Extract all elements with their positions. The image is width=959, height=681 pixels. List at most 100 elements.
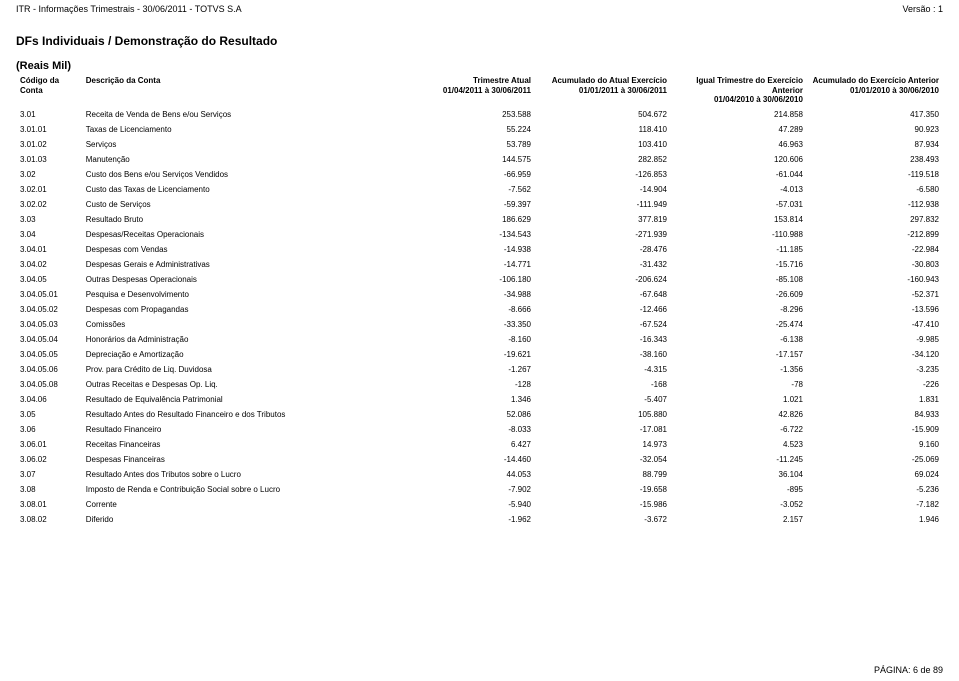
cell-desc: Comissões [82,317,399,332]
table-row: 3.04.06Resultado de Equivalência Patrimo… [16,392,943,407]
cell-v4: 297.832 [807,212,943,227]
cell-v3: -17.157 [671,347,807,362]
cell-v1: -34.988 [399,287,535,302]
subtitle: (Reais Mil) [0,52,959,74]
cell-v4: 1.946 [807,512,943,527]
cell-desc: Despesas com Vendas [82,242,399,257]
cell-v3: -6.722 [671,422,807,437]
cell-code: 3.04.05.03 [16,317,82,332]
cell-v3: -85.108 [671,272,807,287]
cell-v3: -78 [671,377,807,392]
header-left: ITR - Informações Trimestrais - 30/06/20… [16,4,242,14]
cell-v3: 47.289 [671,122,807,137]
cell-v2: -32.054 [535,452,671,467]
cell-v4: -13.596 [807,302,943,317]
cell-v2: 377.819 [535,212,671,227]
table-row: 3.08.01Corrente-5.940-15.986-3.052-7.182 [16,497,943,512]
cell-v4: -112.938 [807,197,943,212]
cell-v1: -8.666 [399,302,535,317]
cell-desc: Diferido [82,512,399,527]
col-header-2b: 01/01/2011 à 30/06/2011 [579,86,667,95]
table-row: 3.07Resultado Antes dos Tributos sobre o… [16,467,943,482]
col-header-code-text: Código da Conta [20,76,59,95]
cell-v3: -15.716 [671,257,807,272]
table-row: 3.05Resultado Antes do Resultado Finance… [16,407,943,422]
cell-desc: Depreciação e Amortização [82,347,399,362]
cell-code: 3.01.03 [16,152,82,167]
table-body: 3.01Receita de Venda de Bens e/ou Serviç… [16,107,943,527]
cell-v4: -47.410 [807,317,943,332]
results-table: Código da Conta Descrição da Conta Trime… [16,74,943,527]
cell-v4: -160.943 [807,272,943,287]
col-header-4a: Acumulado do Exercício Anterior [813,76,939,85]
table-row: 3.04.05.05Depreciação e Amortização-19.6… [16,347,943,362]
cell-code: 3.06.01 [16,437,82,452]
cell-v4: -34.120 [807,347,943,362]
col-header-2: Acumulado do Atual Exercício 01/01/2011 … [535,74,671,107]
cell-desc: Outras Receitas e Despesas Op. Liq. [82,377,399,392]
cell-v1: -5.940 [399,497,535,512]
cell-v1: 6.427 [399,437,535,452]
header-right: Versão : 1 [902,4,943,14]
cell-v2: -67.524 [535,317,671,332]
cell-code: 3.02 [16,167,82,182]
cell-desc: Receitas Financeiras [82,437,399,452]
cell-v3: -110.988 [671,227,807,242]
cell-code: 3.03 [16,212,82,227]
cell-v2: -31.432 [535,257,671,272]
cell-v2: -15.986 [535,497,671,512]
table-row: 3.04.01Despesas com Vendas-14.938-28.476… [16,242,943,257]
cell-v1: 44.053 [399,467,535,482]
page-footer: PÁGINA: 6 de 89 [874,665,943,675]
cell-v3: 153.814 [671,212,807,227]
cell-v1: -33.350 [399,317,535,332]
cell-v4: 238.493 [807,152,943,167]
cell-v3: -4.013 [671,182,807,197]
cell-v3: 214.858 [671,107,807,122]
cell-code: 3.04.02 [16,257,82,272]
col-header-3a: Igual Trimestre do Exercício Anterior [696,76,803,95]
cell-v2: -14.904 [535,182,671,197]
cell-v4: -5.236 [807,482,943,497]
cell-v2: -3.672 [535,512,671,527]
table-row: 3.06.02Despesas Financeiras-14.460-32.05… [16,452,943,467]
cell-desc: Serviços [82,137,399,152]
cell-desc: Honorários da Administração [82,332,399,347]
cell-desc: Taxas de Licenciamento [82,122,399,137]
cell-v2: -271.939 [535,227,671,242]
cell-v2: -126.853 [535,167,671,182]
cell-code: 3.04.06 [16,392,82,407]
cell-code: 3.06.02 [16,452,82,467]
cell-v4: 1.831 [807,392,943,407]
cell-desc: Custo das Taxas de Licenciamento [82,182,399,197]
cell-code: 3.01.02 [16,137,82,152]
cell-code: 3.07 [16,467,82,482]
cell-desc: Outras Despesas Operacionais [82,272,399,287]
table-row: 3.04.05.03Comissões-33.350-67.524-25.474… [16,317,943,332]
col-header-desc-text: Descrição da Conta [86,76,161,85]
cell-desc: Resultado de Equivalência Patrimonial [82,392,399,407]
table-row: 3.04.05.01Pesquisa e Desenvolvimento-34.… [16,287,943,302]
cell-v2: -19.658 [535,482,671,497]
cell-v1: -14.938 [399,242,535,257]
col-header-1b: 01/04/2011 à 30/06/2011 [443,86,531,95]
table-row: 3.02.02Custo de Serviços-59.397-111.949-… [16,197,943,212]
cell-v2: -168 [535,377,671,392]
cell-v1: 53.789 [399,137,535,152]
cell-desc: Resultado Antes dos Tributos sobre o Luc… [82,467,399,482]
cell-desc: Custo de Serviços [82,197,399,212]
cell-desc: Manutenção [82,152,399,167]
cell-v1: -1.267 [399,362,535,377]
cell-v1: -14.771 [399,257,535,272]
cell-v3: -11.185 [671,242,807,257]
cell-v1: 1.346 [399,392,535,407]
cell-v4: -30.803 [807,257,943,272]
cell-v3: 1.021 [671,392,807,407]
cell-v4: -3.235 [807,362,943,377]
cell-v3: -61.044 [671,167,807,182]
cell-code: 3.05 [16,407,82,422]
cell-v2: 88.799 [535,467,671,482]
cell-v2: 103.410 [535,137,671,152]
cell-v3: 4.523 [671,437,807,452]
table-row: 3.06Resultado Financeiro-8.033-17.081-6.… [16,422,943,437]
